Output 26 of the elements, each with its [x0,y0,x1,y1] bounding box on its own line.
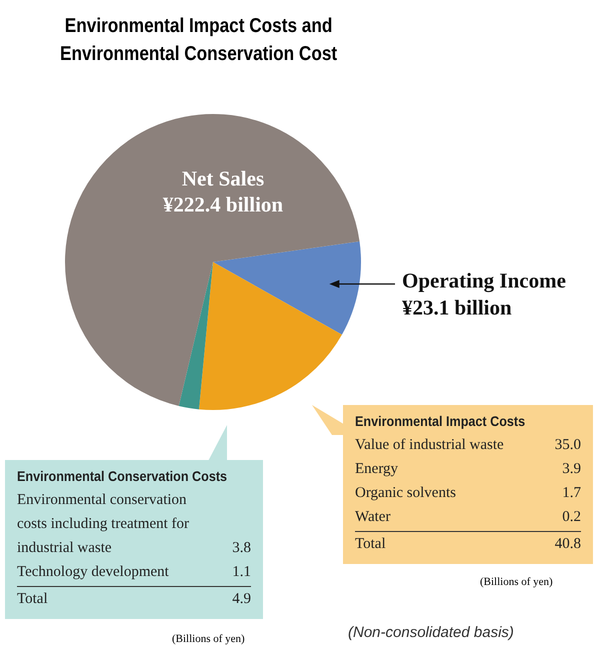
text: Environmental conservation costs including treatment for industrial waste [17,491,190,558]
text: Water [355,508,390,527]
text: 0.2 [562,508,581,527]
text: Energy [355,460,398,479]
text: Environmental Conservation Costs [17,468,228,484]
text: Total [355,535,386,554]
chart-title: Environmental Impact Costs and Environmental Conservation Cost [60,14,338,67]
text: Value of industrial waste [355,436,504,455]
text: (Billions of yen) [172,633,245,645]
text: 1.1 [232,563,251,582]
text: Environmental Impact Costs [355,413,526,429]
text: 35.0 [554,436,581,455]
text: Total [17,590,48,609]
text: Net Sales [182,166,264,190]
text: 4.9 [232,590,251,609]
text: (Billions of yen) [480,576,553,588]
data-label: ¥23.1 billion [402,295,512,320]
text: Technology development [17,563,169,582]
text: 3.8 [232,539,251,558]
text: 3.9 [562,460,581,479]
text: ¥222.4 billion [162,192,284,216]
slice-label: Operating Income [402,268,566,292]
text: Organic solvents [355,484,456,503]
text: (Non-consolidated basis) [348,624,514,641]
text: 40.8 [554,535,581,554]
text: 1.7 [562,484,581,503]
